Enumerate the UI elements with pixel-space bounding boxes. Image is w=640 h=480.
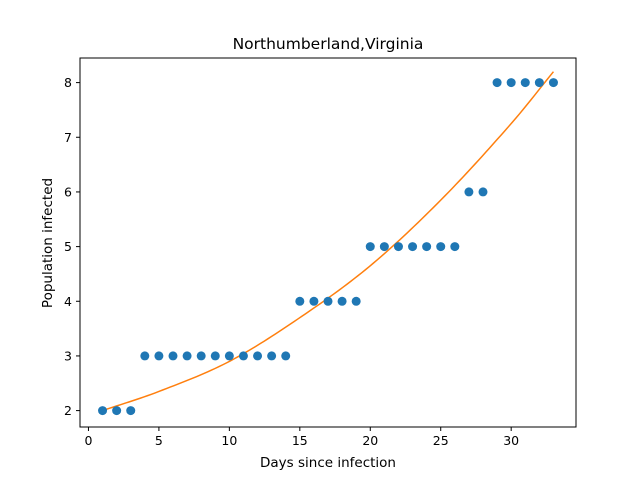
x-axis: 0 5 10 15 20 25 30: [84, 427, 519, 448]
y-tick-label: 6: [64, 184, 72, 199]
y-tick-label: 8: [64, 75, 72, 90]
data-point: [478, 187, 488, 197]
data-point: [408, 242, 418, 252]
data-point: [98, 406, 108, 416]
data-point: [309, 296, 319, 306]
data-point: [393, 242, 403, 252]
data-point: [154, 351, 164, 361]
data-point: [238, 351, 248, 361]
data-point: [365, 242, 375, 252]
x-tick-label: 0: [84, 433, 92, 448]
data-point: [520, 78, 530, 88]
data-point: [281, 351, 291, 361]
x-tick-label: 20: [362, 433, 378, 448]
data-point: [506, 78, 516, 88]
y-tick-label: 5: [64, 239, 72, 254]
data-point: [182, 351, 192, 361]
data-point: [548, 78, 558, 88]
data-point: [253, 351, 263, 361]
data-point: [112, 406, 122, 416]
data-point: [224, 351, 234, 361]
y-tick-label: 7: [64, 130, 72, 145]
chart-title: Northumberland,Virginia: [233, 35, 424, 53]
plot-area: [98, 71, 558, 416]
data-point: [450, 242, 460, 252]
y-tick-label: 2: [64, 403, 72, 418]
data-point: [436, 242, 446, 252]
data-point: [210, 351, 220, 361]
x-tick-label: 5: [155, 433, 163, 448]
x-tick-label: 10: [221, 433, 237, 448]
y-tick-label: 3: [64, 348, 72, 363]
data-point: [492, 78, 502, 88]
x-tick-label: 15: [292, 433, 308, 448]
x-tick-label: 25: [433, 433, 449, 448]
y-axis: 2 3 4 5 6 7 8: [64, 75, 80, 418]
axes-frame: [79, 57, 577, 428]
data-point: [337, 296, 347, 306]
data-point: [379, 242, 389, 252]
x-tick-label: 30: [503, 433, 519, 448]
data-point: [140, 351, 150, 361]
data-point: [267, 351, 277, 361]
data-point: [168, 351, 178, 361]
data-point: [126, 406, 136, 416]
data-point: [323, 296, 333, 306]
data-point: [351, 296, 361, 306]
data-point: [464, 187, 474, 197]
data-point: [422, 242, 432, 252]
y-axis-label: Population infected: [40, 178, 56, 308]
data-point: [534, 78, 544, 88]
x-axis-label: Days since infection: [260, 455, 396, 471]
data-point: [295, 296, 305, 306]
y-tick-label: 4: [64, 294, 72, 309]
data-point: [196, 351, 206, 361]
